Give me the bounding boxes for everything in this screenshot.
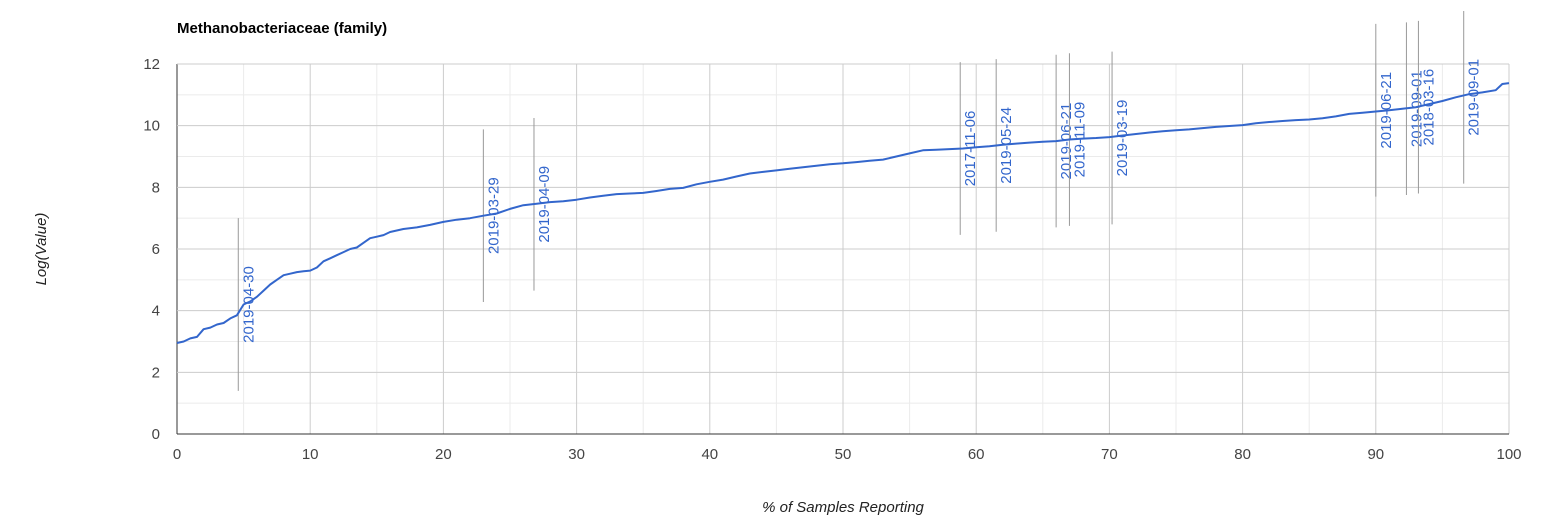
annotation-label: 2019-09-01 (1466, 59, 1483, 136)
y-axis-title: Log(Value) (33, 213, 50, 286)
x-tick-label: 80 (1234, 446, 1251, 463)
series-layer (176, 82, 1510, 344)
annotation-label: 2019-09-01 (1408, 70, 1425, 147)
chart-title: Methanobacteriaceae (family) (177, 20, 387, 37)
x-tick-label: 20 (435, 446, 452, 463)
annotation-label: 2018-03-16 (1420, 69, 1437, 146)
y-tick-label: 10 (143, 118, 160, 135)
x-tick-label: 70 (1101, 446, 1118, 463)
x-tick-label: 100 (1496, 446, 1521, 463)
x-tick-label: 40 (701, 446, 718, 463)
x-tick-label: 0 (173, 446, 181, 463)
y-tick-label: 4 (152, 303, 160, 320)
annotation-label: 2019-04-30 (240, 266, 257, 343)
x-axis-title: % of Samples Reporting (762, 499, 924, 516)
series-line (176, 82, 1510, 344)
x-tick-label: 60 (968, 446, 985, 463)
y-tick-label: 2 (152, 364, 160, 381)
y-tick-label: 0 (152, 426, 160, 443)
y-axis-tick-labels: 0 2 4 6 8 10 12 (143, 56, 160, 443)
y-tick-label: 6 (152, 241, 160, 258)
x-tick-label: 10 (302, 446, 319, 463)
y-tick-label: 12 (143, 56, 160, 73)
annotation-label: 2019-03-19 (1114, 100, 1131, 177)
x-tick-label: 50 (835, 446, 852, 463)
x-tick-label: 90 (1367, 446, 1384, 463)
annotation-label: 2019-03-29 (485, 177, 502, 254)
y-tick-label: 8 (152, 179, 160, 196)
annotation-label: 2019-04-09 (536, 166, 553, 243)
major-gridlines (176, 63, 1510, 435)
x-axis-tick-labels: 0 10 20 30 40 50 60 70 80 90 100 (173, 446, 1522, 463)
annotation-label: 2019-06-21 (1058, 103, 1075, 180)
x-tick-label: 30 (568, 446, 585, 463)
